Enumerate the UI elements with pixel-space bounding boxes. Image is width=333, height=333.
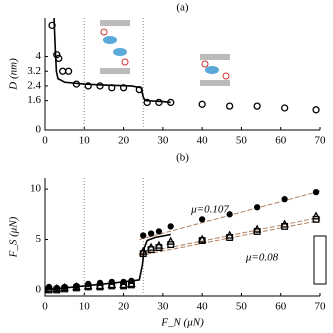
y-tick-label: 1.6: [27, 94, 41, 106]
x-tick-label: 60: [275, 135, 287, 147]
point: [147, 246, 155, 254]
y-axis-label: F_S (μN): [8, 216, 20, 258]
point: [127, 281, 135, 289]
x-tick-label: 0: [42, 301, 48, 313]
y-tick-label: 10: [30, 183, 42, 195]
annotation: μ=0.107: [190, 204, 229, 216]
point: [312, 106, 320, 114]
x-axis-label: F_N (μN): [160, 317, 204, 329]
point: [72, 284, 80, 292]
x-tick-label: 50: [236, 135, 248, 147]
point: [312, 188, 320, 196]
x-tick-label: 0: [42, 135, 48, 147]
point: [127, 279, 136, 288]
x-tick-label: 50: [236, 301, 248, 313]
y-tick-label: 0: [36, 124, 42, 136]
y-tick-label: 4: [36, 50, 42, 62]
point: [226, 211, 233, 218]
point: [226, 234, 234, 241]
point: [120, 282, 128, 290]
point: [155, 98, 163, 107]
point: [311, 211, 321, 220]
curve: [44, 233, 171, 291]
point: [140, 232, 147, 239]
point: [155, 228, 163, 235]
point: [198, 237, 206, 244]
x-tick-label: 40: [197, 301, 209, 313]
point: [84, 283, 92, 291]
point: [197, 234, 207, 243]
point: [155, 244, 163, 252]
x-tick-label: 20: [118, 301, 130, 313]
point: [96, 82, 104, 90]
point: [253, 102, 261, 110]
point: [147, 230, 155, 237]
panel-title: (a): [176, 2, 189, 14]
point: [143, 98, 151, 107]
x-tick-label: 70: [315, 135, 327, 147]
schematic: [100, 20, 327, 285]
annotation: μ=0.08: [245, 252, 279, 264]
point: [198, 216, 206, 223]
point: [44, 284, 54, 293]
point: [281, 222, 289, 230]
axes: [44, 18, 320, 131]
point: [53, 51, 61, 59]
point: [64, 67, 73, 75]
y-tick-label: 0: [36, 283, 42, 295]
point: [84, 82, 92, 90]
point: [253, 228, 261, 235]
point: [119, 280, 128, 289]
point: [166, 236, 175, 245]
point: [53, 286, 61, 294]
point: [281, 196, 288, 203]
y-tick-label: 2.4: [27, 79, 41, 91]
panel-title: (b): [176, 152, 189, 164]
x-tick-label: 20: [118, 135, 130, 147]
point: [119, 84, 128, 92]
y-tick-label: 3.2: [27, 65, 41, 77]
point: [280, 104, 289, 112]
point: [312, 215, 320, 223]
x-tick-label: 30: [157, 135, 169, 147]
point: [107, 280, 117, 289]
x-tick-label: 30: [157, 301, 169, 313]
x-tick-label: 70: [315, 301, 327, 313]
point: [198, 100, 206, 108]
point: [95, 281, 105, 290]
y-tick-label: 5: [36, 233, 42, 245]
x-tick-label: 10: [79, 135, 91, 147]
x-tick-label: 40: [197, 135, 209, 147]
point: [59, 67, 67, 75]
curve: [53, 17, 171, 104]
axes: [44, 178, 320, 297]
point: [225, 102, 234, 110]
y-axis-label: D (nm): [8, 58, 20, 91]
x-tick-label: 10: [79, 301, 91, 313]
point: [167, 241, 175, 249]
point: [253, 204, 261, 211]
x-tick-label: 60: [275, 301, 287, 313]
point: [167, 223, 174, 230]
